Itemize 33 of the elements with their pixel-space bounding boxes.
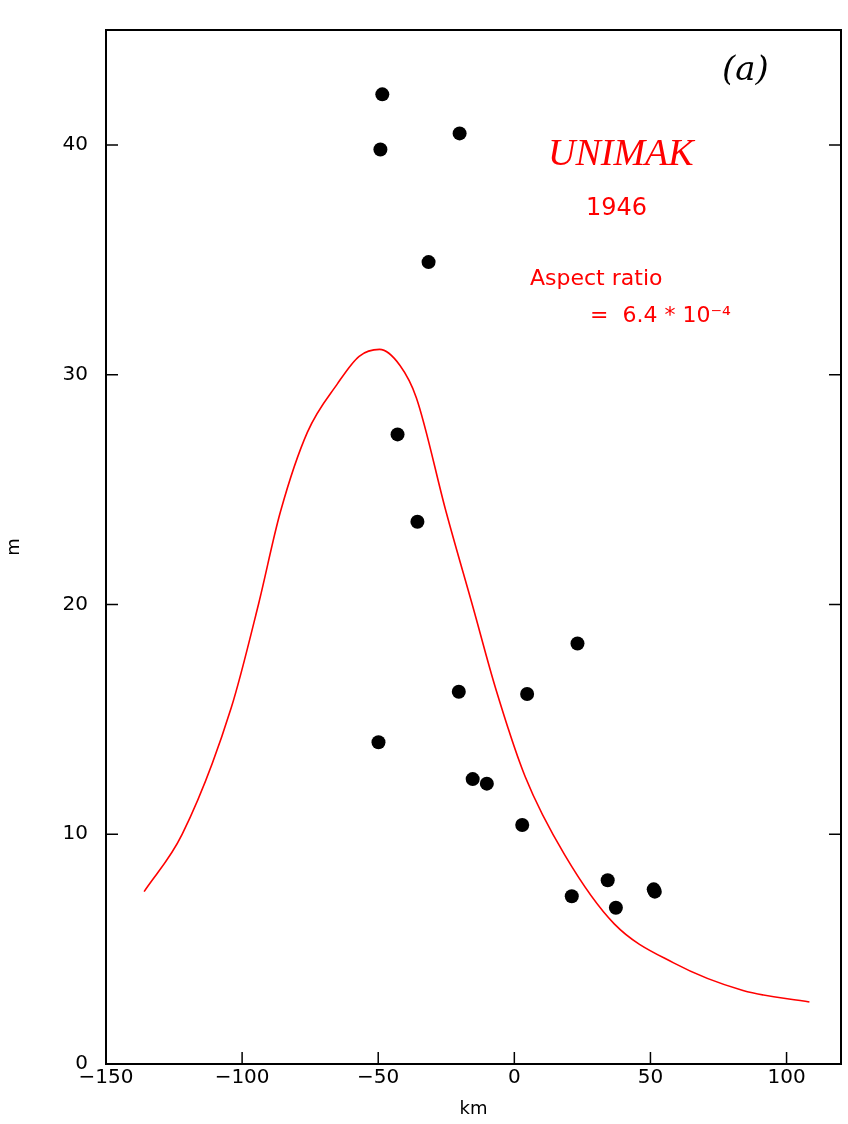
point — [373, 142, 388, 157]
x-tick-label: −100 — [214, 1064, 270, 1089]
x-axis-title: km — [459, 1096, 488, 1118]
annotation: UNIMAK — [548, 131, 696, 173]
line-series — [143, 348, 811, 1003]
point — [451, 684, 466, 699]
point — [515, 818, 530, 833]
point — [564, 889, 579, 904]
x-tick-label: 50 — [637, 1064, 664, 1089]
y-tick-label: 30 — [62, 360, 88, 385]
point — [410, 514, 425, 529]
annotation: (a) — [722, 48, 769, 88]
x-tick-label: 100 — [767, 1064, 806, 1089]
y-axis-title: m — [2, 538, 24, 556]
point — [465, 772, 480, 787]
y-tick-label: 10 — [62, 820, 88, 845]
y-tick-label: 40 — [62, 131, 88, 156]
annotation: Aspect ratio — [530, 265, 663, 290]
point — [375, 87, 390, 102]
annotation: 1946 — [586, 193, 648, 221]
annotation: = 6.4 * 10⁻⁴ — [590, 302, 731, 327]
x-tick-label: 0 — [507, 1064, 521, 1089]
point — [600, 873, 615, 888]
y-tick-label: 20 — [62, 590, 88, 615]
point — [421, 255, 436, 270]
point — [371, 735, 386, 750]
point — [570, 636, 585, 651]
x-tick-label: −50 — [357, 1064, 400, 1089]
point — [452, 126, 467, 141]
point — [608, 900, 623, 915]
point — [520, 687, 535, 702]
point — [479, 776, 494, 791]
point — [390, 427, 405, 442]
